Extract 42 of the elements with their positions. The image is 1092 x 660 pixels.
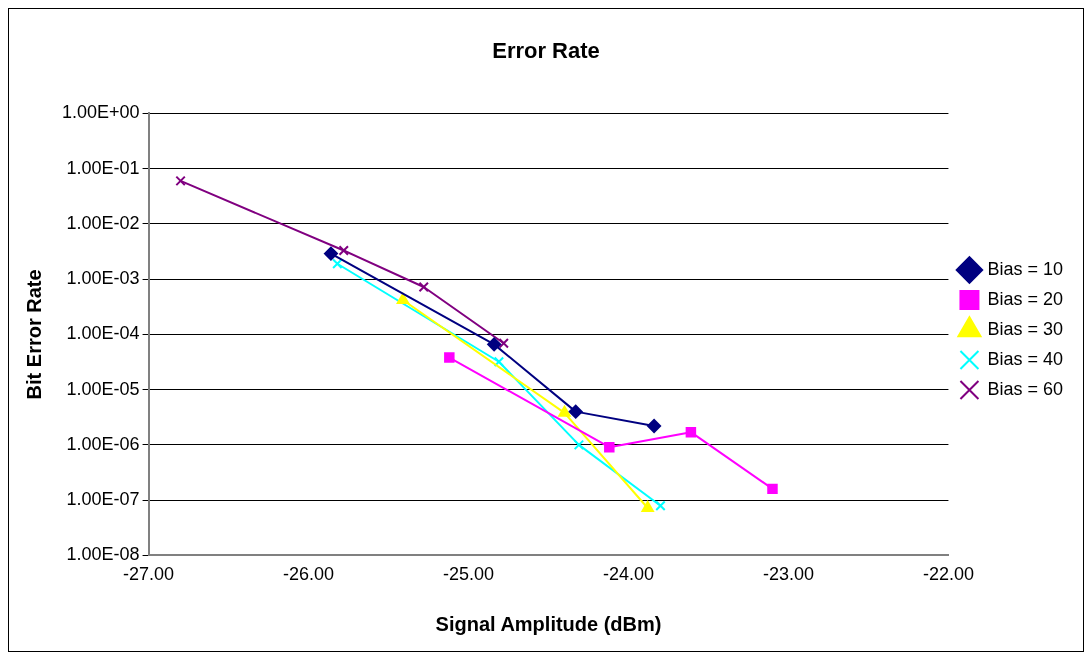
y-tick-label: 1.00E-07: [66, 489, 140, 510]
point: [558, 405, 571, 417]
point: [396, 292, 410, 304]
legend-label: Bias = 60: [987, 378, 1064, 399]
point: [493, 356, 505, 367]
point: [175, 175, 186, 187]
point: [323, 246, 338, 261]
legend-label: Bias = 10: [987, 258, 1064, 279]
y-tick-label: 1.00E-04: [66, 323, 140, 344]
legend-label: Bias = 30: [987, 318, 1064, 339]
point: [655, 500, 666, 512]
y-tick-label: 1.00E-06: [66, 433, 140, 454]
point: [685, 426, 697, 438]
point: [338, 245, 349, 256]
x-tick-label: -24.00: [602, 564, 655, 585]
point: [568, 404, 583, 419]
x-axis-title: Signal Amplitude (dBm): [435, 612, 662, 635]
legend-label: Bias = 20: [987, 288, 1064, 309]
point: [573, 439, 585, 451]
point: [332, 258, 343, 269]
y-tick-label: 1.00E-02: [66, 212, 140, 233]
x-tick-label: -23.00: [762, 564, 814, 585]
point: [604, 441, 615, 453]
y-axis-title: Bit Error Rate: [22, 269, 45, 400]
chart-title: Error Rate: [492, 38, 600, 64]
point: [767, 483, 778, 495]
point: [647, 418, 662, 433]
y-tick-label: 1.00E+00: [61, 102, 140, 123]
legend-label: Bias = 40: [987, 348, 1064, 369]
x-tick-label: -25.00: [443, 564, 495, 585]
y-tick-label: 1.00E-01: [66, 157, 140, 178]
x-tick-label: -22.00: [922, 564, 974, 585]
point: [418, 281, 429, 293]
point: [444, 352, 455, 363]
point: [641, 501, 654, 513]
point: [487, 337, 502, 352]
point: [498, 338, 509, 349]
y-tick-label: 1.00E-05: [66, 378, 140, 399]
x-tick-label: -27.00: [123, 564, 175, 585]
y-tick-label: 1.00E-08: [66, 544, 140, 565]
y-tick-label: 1.00E-03: [66, 268, 140, 289]
x-tick-label: -26.00: [283, 564, 335, 585]
